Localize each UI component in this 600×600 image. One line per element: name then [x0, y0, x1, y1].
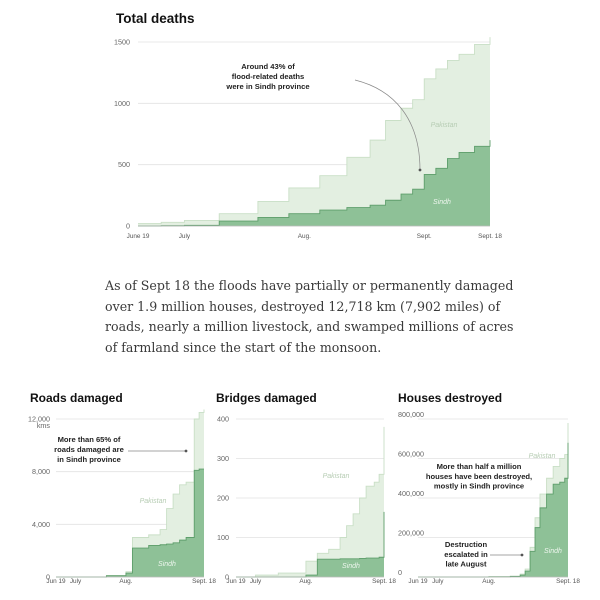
series-label-pakistan: Pakistan: [323, 473, 350, 480]
annotation-line: flood-related deaths: [232, 72, 305, 81]
x-tick-label: June 19: [127, 233, 150, 240]
area-sindh: [418, 442, 568, 577]
area-pakistan: [236, 426, 384, 577]
x-tick-label: Aug.: [299, 578, 312, 585]
y-tick-label: 0: [398, 568, 402, 577]
y-tick-label: 4,000: [32, 520, 50, 529]
area-sindh: [56, 469, 204, 577]
chart-houses-destroyed: 0 200,000 400,000 600,000 800,000 Pakistan Sin…: [398, 391, 580, 585]
y-tick-label: 400: [217, 415, 229, 424]
series-label-sindh: Sindh: [342, 563, 360, 570]
y-tick-label: 0: [46, 573, 50, 582]
series-label-pakistan: Pakistan: [529, 453, 556, 460]
annotation-line: More than half a million: [437, 462, 522, 471]
x-tick-label: Sept. 18: [192, 578, 216, 585]
y-tick-label: 600,000: [398, 450, 424, 459]
annotation-line: roads damaged are: [54, 445, 124, 454]
area-pakistan: [138, 37, 490, 226]
annotation-dot: [418, 168, 422, 172]
chart-title: Houses destroyed: [398, 391, 502, 405]
y-unit-label: kms: [37, 421, 51, 430]
annotation-dot: [184, 449, 188, 453]
area-sindh: [138, 140, 490, 226]
annotation-line: late August: [445, 560, 487, 569]
y-tick-label: 200,000: [398, 529, 424, 538]
y-tick-label: 300: [217, 454, 229, 463]
annotation-line: escalated in: [444, 550, 488, 559]
annotation-line: Around 43% of: [241, 62, 295, 71]
chart-title: Roads damaged: [30, 391, 123, 405]
chart-title: Total deaths: [116, 11, 195, 26]
area-sindh: [236, 511, 384, 577]
line-sindh: [236, 511, 385, 578]
y-tick-label: 500: [118, 160, 130, 169]
x-tick-label: Sept. 18: [372, 578, 396, 585]
x-tick-label: Sept. 18: [478, 233, 502, 240]
series-label-sindh: Sindh: [544, 548, 562, 555]
series-label-sindh: Sindh: [158, 561, 176, 568]
y-tick-label: 1500: [114, 38, 130, 47]
y-tick-label: 400,000: [398, 489, 424, 498]
x-tick-label: Aug.: [119, 578, 132, 585]
annotation-line: Destruction: [445, 540, 488, 549]
annotation-connector: [354, 79, 421, 171]
line-sindh: [56, 468, 204, 578]
line-pakistan: [236, 426, 385, 578]
annotation-line: mostly in Sindh province: [434, 482, 524, 491]
line-pakistan: [138, 37, 491, 224]
series-label-sindh: Sindh: [433, 199, 451, 206]
annotation-line: houses have been destroyed,: [426, 472, 532, 481]
annotation-line: in Sindh province: [57, 455, 121, 464]
y-tick-label: 800,000: [398, 410, 424, 419]
x-tick-label: July: [70, 578, 82, 585]
x-tick-label: July: [250, 578, 262, 585]
series-label-pakistan: Pakistan: [431, 122, 458, 129]
x-tick-label: July: [179, 233, 191, 240]
y-tick-label: 8,000: [32, 467, 50, 476]
x-tick-label: Sept. 18: [556, 578, 580, 585]
annotation-line: More than 65% of: [58, 435, 121, 444]
y-tick-label: 0: [126, 222, 130, 231]
annotation-dot: [520, 553, 524, 557]
y-tick-label: 12,000: [28, 415, 50, 424]
y-tick-label: 1000: [114, 99, 130, 108]
series-label-pakistan: Pakistan: [140, 498, 167, 505]
y-tick-label: 200: [217, 494, 229, 503]
chart-total-deaths: 0 500 1000 1500 Pakistan Sindh June 19 July Aug.…: [114, 11, 502, 240]
x-tick-label: Aug.: [482, 578, 495, 585]
chart-title: Bridges damaged: [216, 391, 317, 405]
annotation-line: were in Sindh province: [225, 82, 309, 91]
x-tick-label: Jun 19: [226, 578, 246, 585]
x-tick-label: Sept.: [417, 233, 432, 240]
chart-bridges-damaged: 0 100 200 300 400 Pakistan Sindh Jun 19 July Aug.…: [216, 391, 396, 585]
area-pakistan: [56, 409, 204, 577]
line-sindh: [138, 140, 491, 227]
y-tick-label: 100: [217, 533, 229, 542]
x-tick-label: Aug.: [298, 233, 311, 240]
y-tick-label: 0: [225, 573, 229, 582]
x-tick-label: Jun 19: [408, 578, 428, 585]
x-tick-label: Jun 19: [46, 578, 66, 585]
body-paragraph: As of Sept 18 the floods have partially …: [105, 278, 514, 355]
x-tick-label: July: [432, 578, 444, 585]
